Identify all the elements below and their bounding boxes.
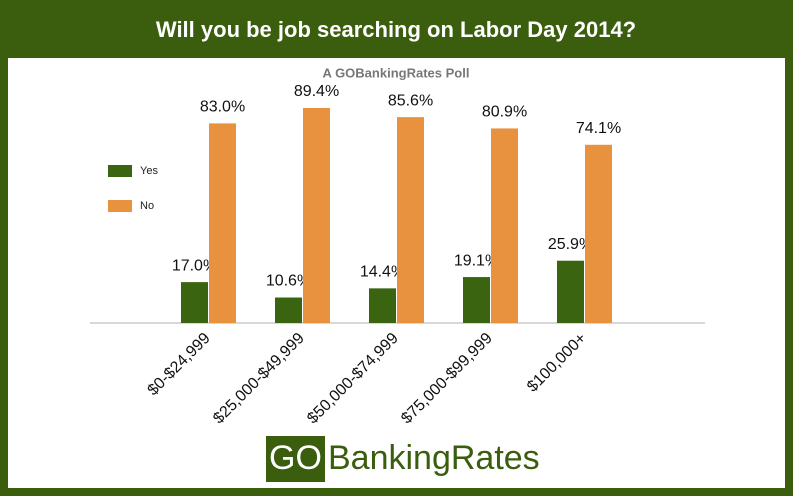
- bar: [209, 123, 236, 323]
- legend-swatch: [108, 200, 132, 212]
- bar: [557, 260, 584, 323]
- logo-name: BankingRates: [328, 439, 540, 477]
- value-label: 85.6%: [388, 92, 433, 109]
- value-label: 80.9%: [482, 104, 527, 121]
- value-label: 19.1%: [454, 252, 499, 269]
- bar: [181, 282, 208, 323]
- bar: [275, 297, 302, 323]
- value-label: 83.0%: [200, 99, 245, 116]
- logo-box: [266, 436, 325, 482]
- legend-label: Yes: [140, 165, 158, 177]
- value-label: 25.9%: [548, 236, 593, 253]
- bar: [369, 288, 396, 323]
- value-label: 17.0%: [172, 257, 217, 274]
- value-label: 10.6%: [266, 273, 311, 290]
- chart-subtitle: A GOBankingRates Poll: [323, 65, 470, 80]
- value-label: 74.1%: [576, 120, 621, 137]
- bar: [397, 117, 424, 323]
- value-label: 14.4%: [360, 264, 405, 281]
- chart-title: Will you be job searching on Labor Day 2…: [156, 17, 636, 42]
- value-label: 89.4%: [294, 83, 339, 100]
- bar: [585, 144, 612, 323]
- bar: [491, 128, 518, 323]
- legend-swatch: [108, 165, 132, 177]
- panel: [8, 58, 785, 488]
- bar: [463, 277, 490, 323]
- logo-prefix: GO: [269, 439, 322, 477]
- legend-label: No: [140, 200, 154, 212]
- bar: [303, 107, 330, 323]
